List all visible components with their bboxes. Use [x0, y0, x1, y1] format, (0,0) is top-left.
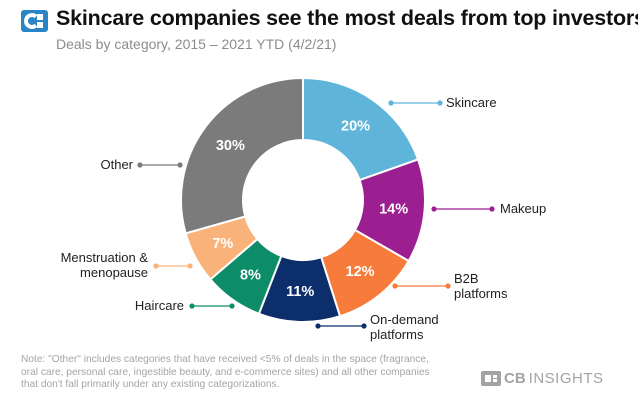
leader-dot-5-2	[229, 303, 235, 309]
donut-slice-7	[180, 76, 304, 235]
value-label-3: 12%	[346, 264, 375, 280]
category-label-2-line-1: Makeup	[500, 201, 546, 216]
leader-dot-7-2	[177, 162, 183, 168]
brand-insights-text: INSIGHTS	[528, 370, 604, 387]
category-label-5-line-1: Haircare	[135, 298, 184, 313]
leader-dot-1-1	[388, 100, 394, 106]
chart-title: Skincare companies see the most deals fr…	[56, 6, 638, 30]
leader-dot-6-2	[187, 263, 193, 269]
cb-insights-brand: CB INSIGHTS	[481, 370, 604, 387]
value-label-4: 11%	[286, 284, 314, 300]
leader-dot-6-1	[153, 263, 159, 269]
donut-slices	[180, 76, 426, 323]
value-label-2: 14%	[379, 201, 408, 217]
leader-dot-2-2	[489, 206, 495, 212]
brand-mark-icon	[481, 371, 501, 386]
value-labels: 20% 14% 12% 11% 8% 7% 30%	[212, 119, 408, 300]
leader-dot-3-1	[392, 283, 398, 289]
category-label-4-line-1: On-demand	[370, 312, 439, 327]
leader-dot-4-1	[315, 323, 321, 329]
leader-dot-1-2	[437, 100, 443, 106]
category-label-4-line-2: platforms	[370, 327, 424, 342]
category-label-6-line-2: menopause	[80, 265, 148, 280]
category-label-1-line-1: Skincare	[446, 95, 497, 110]
value-label-7: 30%	[216, 138, 245, 154]
leader-dot-4-2	[361, 323, 367, 329]
donut-hole	[244, 141, 362, 259]
donut-slice-1	[302, 76, 420, 182]
leader-dot-3-2	[445, 283, 451, 289]
value-label-1: 20%	[341, 119, 370, 135]
cb-insights-logo-icon	[21, 10, 48, 32]
brand-cb-text: CB	[504, 370, 526, 387]
leader-dot-5-1	[189, 303, 195, 309]
category-labels: SkincareMakeupB2BplatformsOn-demandplatf…	[61, 95, 547, 342]
category-label-3-line-1: B2B	[454, 271, 479, 286]
value-label-6: 7%	[212, 236, 233, 252]
category-label-6-line-1: Menstruation &	[61, 250, 149, 265]
leader-dot-7-1	[137, 162, 143, 168]
chart-subtitle: Deals by category, 2015 – 2021 YTD (4/2/…	[56, 36, 337, 52]
leader-lines	[137, 100, 495, 329]
leader-dot-2-1	[431, 206, 437, 212]
footnote: Note: "Other" includes categories that h…	[21, 354, 430, 391]
category-label-7-line-1: Other	[100, 157, 133, 172]
value-label-5: 8%	[240, 267, 261, 283]
category-label-3-line-2: platforms	[454, 286, 508, 301]
